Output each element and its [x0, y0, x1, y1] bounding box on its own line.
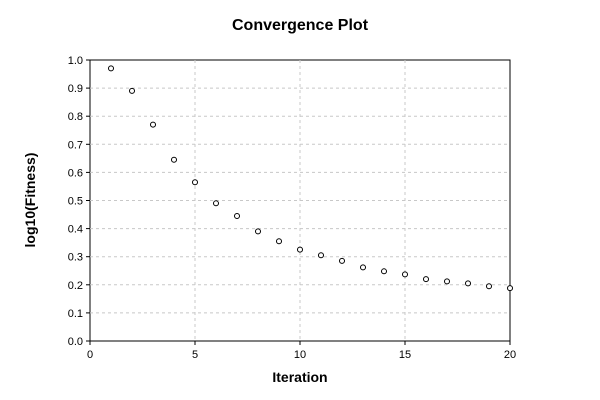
data-point: [444, 278, 450, 285]
y-tick-label: 0.2: [68, 280, 83, 292]
y-tick-label: 0.9: [68, 83, 83, 95]
data-point: [276, 238, 282, 245]
data-point: [423, 276, 429, 283]
x-tick-labels: 0 5 10 15 20: [87, 349, 516, 361]
data-point: [213, 200, 219, 207]
data-point: [150, 121, 156, 128]
axis-ticks: [86, 59, 511, 345]
y-tick-label: 0.3: [68, 252, 83, 264]
y-tick-label: 0.8: [68, 111, 83, 123]
grid-lines: [90, 60, 510, 341]
y-tick-labels: 0.0 0.1 0.2 0.3 0.4 0.5 0.6 0.7 0.8 0.9 1.0: [68, 55, 83, 348]
data-point: [381, 268, 387, 275]
data-point: [507, 285, 513, 292]
data-point: [402, 271, 408, 278]
y-tick-label: 0.1: [68, 308, 83, 320]
x-tick-label: 20: [504, 349, 516, 361]
data-point: [297, 246, 303, 253]
y-tick-label: 0.7: [68, 139, 83, 151]
y-tick-label: 0.0: [68, 336, 83, 348]
x-axis-label: Iteration: [272, 369, 327, 385]
data-point: [108, 65, 114, 72]
x-tick-label: 10: [294, 349, 306, 361]
y-axis-label: log10(Fitness): [22, 153, 38, 248]
data-point: [192, 179, 198, 186]
data-point: [486, 283, 492, 290]
y-tick-label: 0.4: [68, 224, 83, 236]
x-tick-label: 15: [399, 349, 411, 361]
y-tick-label: 1.0: [68, 55, 83, 67]
data-point: [255, 228, 261, 235]
data-point: [129, 87, 135, 94]
data-point: [234, 212, 240, 219]
chart-title: Convergence Plot: [232, 17, 369, 34]
x-tick-label: 0: [87, 349, 93, 361]
data-point: [318, 252, 324, 259]
y-tick-label: 0.6: [68, 167, 83, 179]
y-tick-label: 0.5: [68, 196, 83, 208]
data-point: [465, 280, 471, 287]
data-point: [171, 156, 177, 163]
data-point: [360, 264, 366, 271]
x-tick-label: 5: [192, 349, 198, 361]
data-points: [108, 65, 513, 292]
data-point: [339, 257, 345, 264]
